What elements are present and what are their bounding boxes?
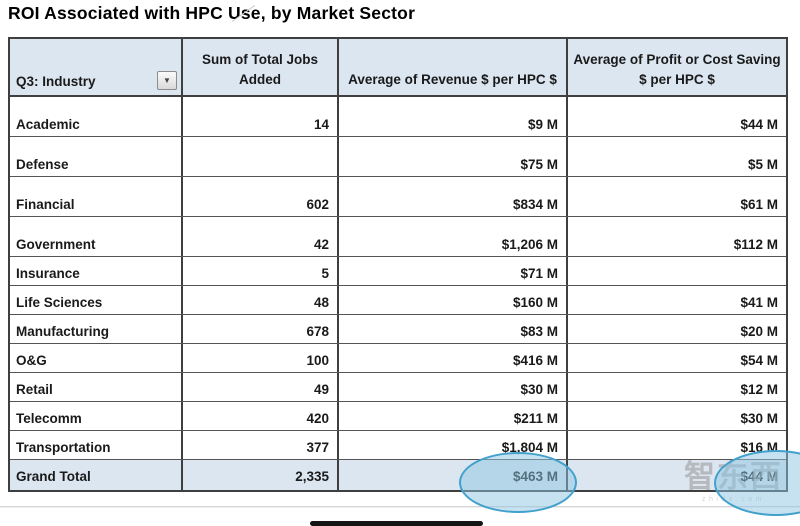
revenue-cell: $75 M xyxy=(339,137,568,176)
grand-total-label: Grand Total xyxy=(10,460,183,490)
revenue-cell: $30 M xyxy=(339,373,568,401)
jobs-cell: 5 xyxy=(183,257,339,285)
revenue-cell: $834 M xyxy=(339,177,568,216)
profit-cell: $44 M xyxy=(740,117,778,133)
industry-filter-dropdown[interactable]: ▼ xyxy=(157,71,177,90)
jobs-cell: 602 xyxy=(183,177,339,216)
jobs-cell: 100 xyxy=(183,344,339,372)
jobs-cell: 49 xyxy=(183,373,339,401)
profit-cell: $12 M xyxy=(740,382,778,398)
industry-cell: Telecomm xyxy=(10,402,183,430)
table-row: Retail 49 $30 M $12 M xyxy=(10,373,786,402)
table-row: Defense $75 M $5 M xyxy=(10,137,786,177)
industry-cell: Defense xyxy=(10,137,183,176)
revenue-cell: $1,206 M xyxy=(339,217,568,256)
industry-cell: O&G xyxy=(10,344,183,372)
jobs-cell xyxy=(183,137,339,176)
table-row: Insurance 5 $71 M xyxy=(10,257,786,286)
table-body: Academic 14 $9 M $44 M Defense $75 M $5 … xyxy=(10,97,786,460)
jobs-cell: 678 xyxy=(183,315,339,343)
table-row: Manufacturing 678 $83 M $20 M xyxy=(10,315,786,344)
industry-cell: Academic xyxy=(10,97,183,136)
table-row: O&G 100 $416 M $54 M xyxy=(10,344,786,373)
industry-cell: Government xyxy=(10,217,183,256)
profit-cell xyxy=(568,257,786,285)
grand-total-jobs: 2,335 xyxy=(183,460,339,490)
profit-cell: $20 M xyxy=(740,324,778,340)
divider-line xyxy=(0,506,800,508)
profit-cell: $5 M xyxy=(747,157,778,173)
header-industry-label: Q3: Industry xyxy=(16,74,96,90)
industry-cell: Insurance xyxy=(10,257,183,285)
header-profit-per-hpc: Average of Profit or Cost Saving $ per H… xyxy=(573,51,781,87)
chevron-down-icon: ▼ xyxy=(163,75,171,85)
profit-cell: $112 M xyxy=(733,237,778,253)
jobs-cell: 377 xyxy=(183,431,339,459)
profit-cell: $61 M xyxy=(740,197,778,213)
industry-cell: Life Sciences xyxy=(10,286,183,314)
profit-cell: $54 M xyxy=(740,353,778,369)
pivot-table: Q3: Industry ▼ Sum of Total Jobs Added A… xyxy=(8,37,788,492)
header-industry: Q3: Industry ▼ xyxy=(10,39,183,95)
header-jobs-added: Sum of Total Jobs Added xyxy=(183,39,339,95)
page-title: ROI Associated with HPC Use, by Market S… xyxy=(8,3,416,23)
header-revenue-per-hpc: Average of Revenue $ per HPC $ xyxy=(339,39,568,95)
table-row: Government 42 $1,206 M $112 M xyxy=(10,217,786,257)
profit-cell: $41 M xyxy=(740,295,778,311)
table-row: Academic 14 $9 M $44 M xyxy=(10,97,786,137)
industry-cell: Manufacturing xyxy=(10,315,183,343)
table-row: Life Sciences 48 $160 M $41 M xyxy=(10,286,786,315)
grand-total-row: Grand Total 2,335 $463 M $44 M xyxy=(10,460,786,490)
jobs-cell: 420 xyxy=(183,402,339,430)
revenue-cell: $211 M xyxy=(339,402,568,430)
revenue-cell: $9 M xyxy=(339,97,568,136)
highlight-ellipse-revenue-total xyxy=(459,452,577,513)
jobs-cell: 42 xyxy=(183,217,339,256)
table-row: Transportation 377 $1,804 M $16 M xyxy=(10,431,786,460)
revenue-cell: $416 M xyxy=(339,344,568,372)
revenue-cell: $83 M xyxy=(339,315,568,343)
bottom-bar xyxy=(310,521,483,526)
jobs-cell: 48 xyxy=(183,286,339,314)
table-header-row: Q3: Industry ▼ Sum of Total Jobs Added A… xyxy=(10,39,786,97)
profit-cell: $30 M xyxy=(740,411,778,427)
table-row: Financial 602 $834 M $61 M xyxy=(10,177,786,217)
industry-cell: Retail xyxy=(10,373,183,401)
revenue-cell: $71 M xyxy=(339,257,568,285)
revenue-cell: $160 M xyxy=(339,286,568,314)
industry-cell: Transportation xyxy=(10,431,183,459)
industry-cell: Financial xyxy=(10,177,183,216)
table-row: Telecomm 420 $211 M $30 M xyxy=(10,402,786,431)
jobs-cell: 14 xyxy=(183,97,339,136)
revenue-cell: $1,804 M xyxy=(339,431,568,459)
